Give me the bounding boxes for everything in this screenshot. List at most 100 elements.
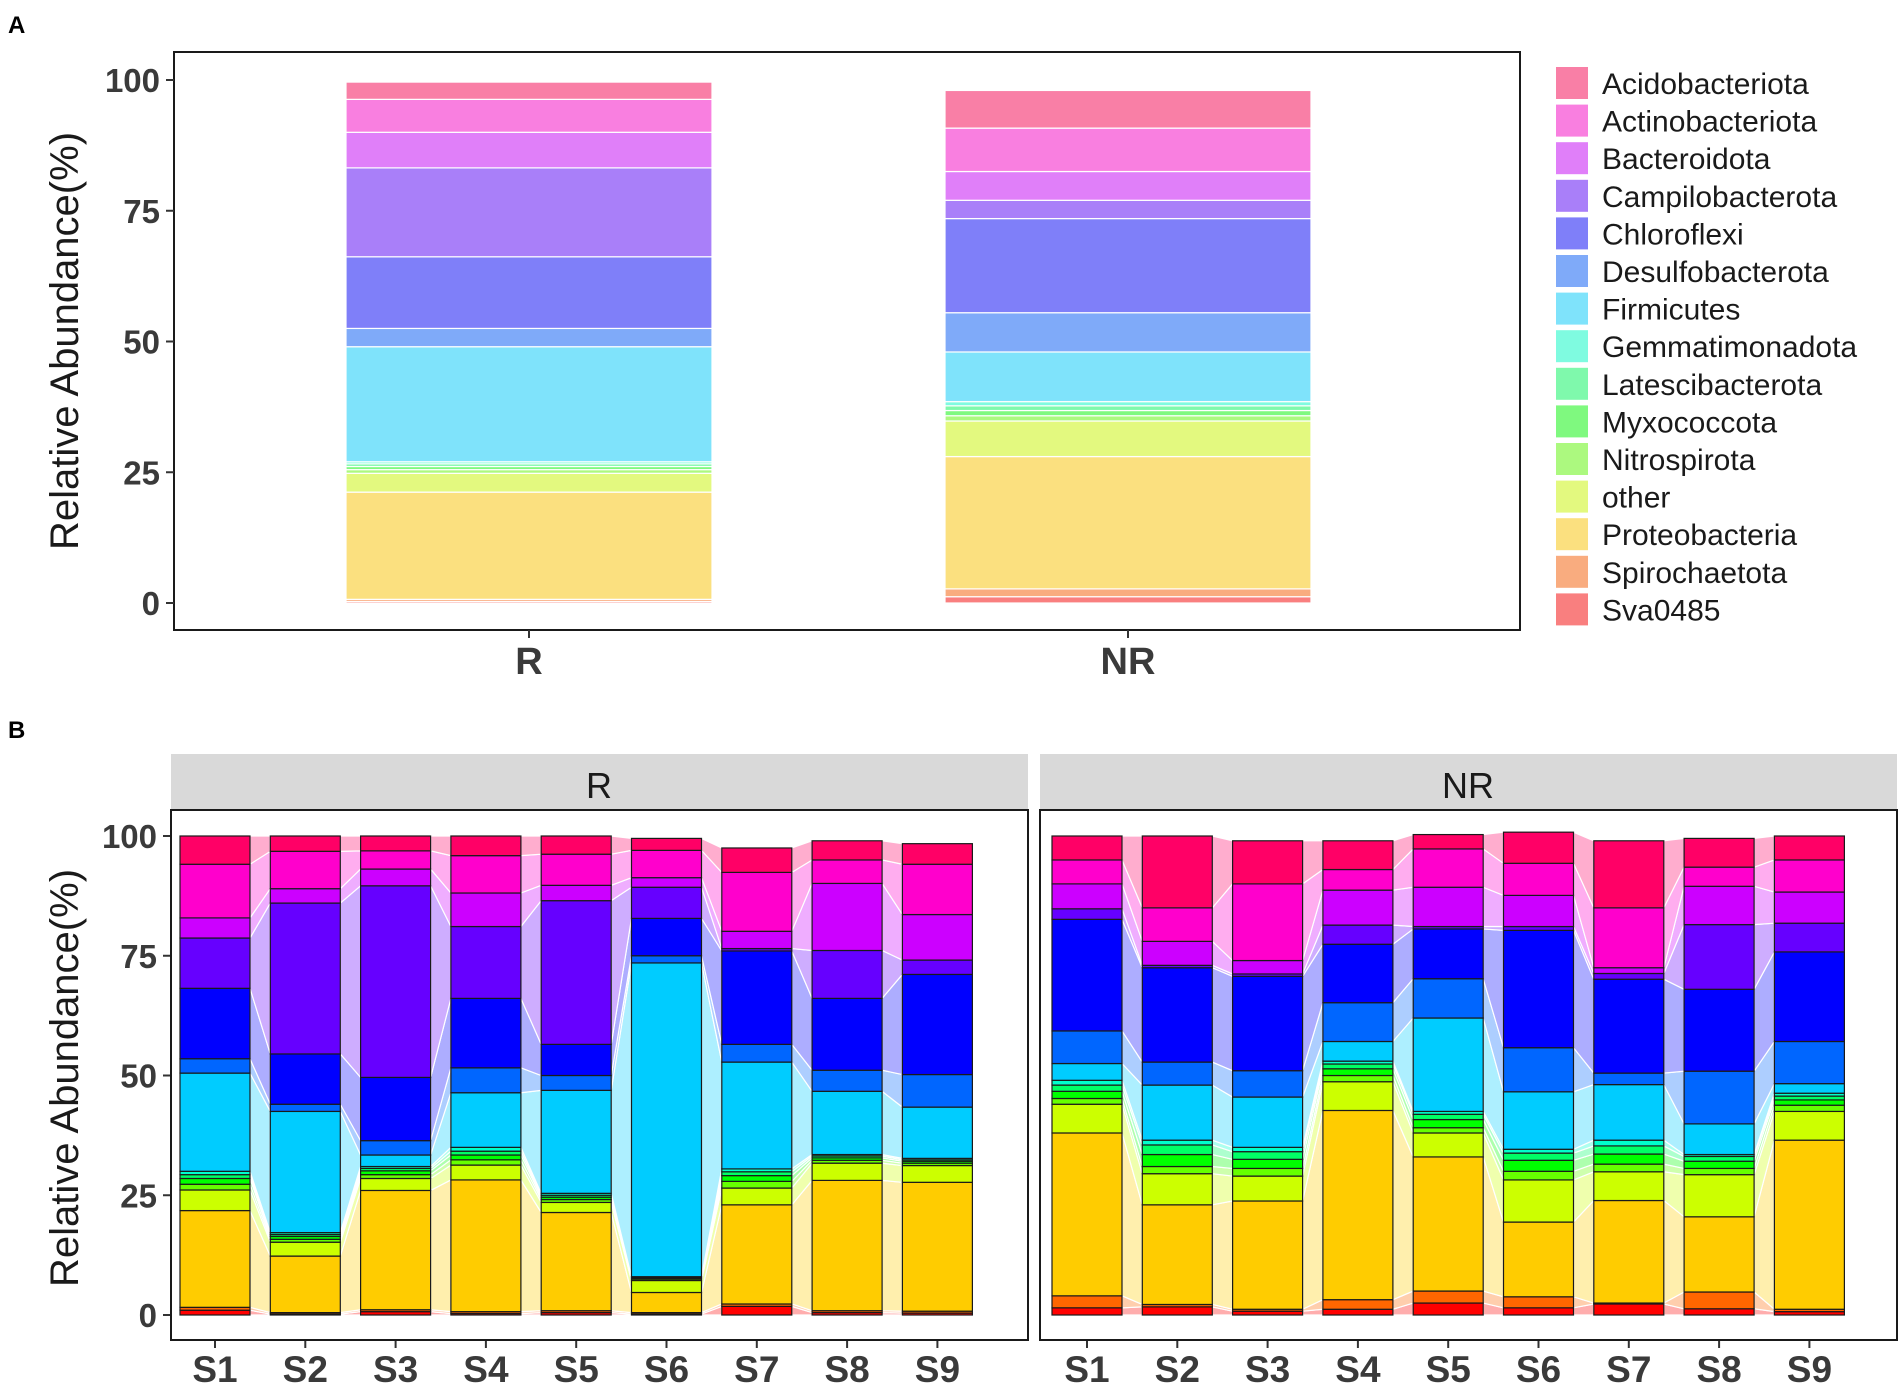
xtick-label-nr-s9: S9 bbox=[1787, 1349, 1832, 1387]
panel-a-label: A bbox=[8, 12, 25, 39]
panel-b: R NR Relative Abundance(%) 0 25 50 75 100 S1… bbox=[43, 754, 1898, 1387]
bar-r-s7-myxococcota bbox=[721, 1175, 793, 1182]
facet-nr: S1 S2 S3 S4 S5 S6 S7 S8 S9 bbox=[1039, 809, 1898, 1387]
bar-nr-s9-other bbox=[1773, 1110, 1846, 1141]
flow-nr-s2-chloroflexi bbox=[1211, 966, 1234, 1072]
bar-r-s4-myxococcota bbox=[450, 1154, 522, 1161]
bar-r-bacteroidota bbox=[345, 131, 713, 169]
bar-nr-s8-other bbox=[1683, 1174, 1755, 1218]
bar-r-s5-chloroflexi bbox=[540, 1043, 612, 1077]
bar-r-firmicutes bbox=[345, 346, 713, 463]
legend-swatch-actinobacteriota bbox=[1556, 104, 1588, 137]
bar-nr-s1-latescibacterota bbox=[1051, 1084, 1123, 1092]
bar-r-s7-firmicutes bbox=[721, 1061, 793, 1170]
xtick-label-r-s5: S5 bbox=[554, 1349, 599, 1387]
legend-swatch-proteobacteria bbox=[1556, 518, 1588, 551]
legend-label-nitrospirota: Nitrospirota bbox=[1602, 444, 1756, 477]
bar-nr-s7-nitrospirota bbox=[1593, 1163, 1665, 1173]
bar-nr-s4-chloroflexi bbox=[1322, 943, 1394, 1004]
legend-label-campilobacterota: Campilobacterota bbox=[1602, 181, 1837, 214]
bar-r-s6-actinobacteriota bbox=[630, 849, 703, 879]
facet-r-border bbox=[170, 809, 1029, 1341]
bar-nr-s6-spirochaetota bbox=[1502, 1296, 1575, 1309]
legend-label-firmicutes: Firmicutes bbox=[1602, 294, 1740, 327]
bar-r-s2-proteobacteria bbox=[269, 1255, 341, 1314]
bar-nr-s8-nitrospirota bbox=[1683, 1167, 1755, 1176]
bar-r-s3-firmicutes bbox=[360, 1154, 432, 1168]
legend-label-spirochaetota: Spirochaetota bbox=[1602, 557, 1787, 590]
bar-nr-s1-actinobacteriota bbox=[1051, 859, 1123, 885]
bar-r-s7-actinobacteriota bbox=[721, 871, 793, 932]
flow-r-s5-acidobacteriota bbox=[610, 835, 633, 855]
bar-r-s6-other bbox=[630, 1279, 703, 1294]
bar-r-s6-chloroflexi bbox=[630, 917, 703, 957]
legend-swatch-desulfobacterota bbox=[1556, 255, 1588, 287]
bar-r-s4-other bbox=[450, 1164, 522, 1181]
bar-nr-acidobacteriota bbox=[944, 89, 1312, 129]
flow-r-s3-proteobacteria bbox=[430, 1178, 452, 1313]
bar-r-s6-campilobacterota bbox=[630, 886, 703, 919]
bar-nr-s8-spirochaetota bbox=[1683, 1291, 1755, 1310]
panel-a-xtick-label-nr: NR bbox=[1101, 641, 1156, 683]
bar-r-s9-acidobacteriota bbox=[901, 843, 974, 865]
bar-nr-s6-desulfobacterota bbox=[1502, 1047, 1575, 1093]
bar-nr-s8-campilobacterota bbox=[1683, 924, 1755, 990]
bar-nr-actinobacteriota bbox=[944, 127, 1312, 173]
bar-nr-s1-nitrospirota bbox=[1051, 1097, 1123, 1105]
bar-r-s4-actinobacteriota bbox=[450, 855, 522, 894]
bar-nr-s3-bacteroidota bbox=[1231, 959, 1304, 975]
legend-swatch-campilobacterota bbox=[1556, 179, 1588, 212]
bar-nr-s7-other bbox=[1593, 1171, 1665, 1202]
bar-r-s9-bacteroidota bbox=[901, 913, 974, 961]
bar-nr-s8-bacteroidota bbox=[1683, 885, 1755, 926]
bar-nr-s1-firmicutes bbox=[1051, 1062, 1123, 1081]
bar-nr-s9-myxococcota bbox=[1773, 1099, 1846, 1106]
bar-r-s8-bacteroidota bbox=[811, 882, 883, 952]
panel-b-ylabel: Relative Abundance(%) bbox=[43, 869, 87, 1287]
bar-nr-s5-myxococcota bbox=[1412, 1118, 1484, 1129]
xtick-label-r-s7: S7 bbox=[734, 1349, 779, 1387]
bar-r-s9-firmicutes bbox=[901, 1106, 974, 1159]
bar-r-s3-proteobacteria bbox=[360, 1189, 432, 1311]
bar-nr-myxococcota bbox=[944, 409, 1312, 417]
bar-nr-s4-proteobacteria bbox=[1322, 1109, 1394, 1301]
bar-r-s8-other bbox=[811, 1162, 883, 1182]
bar-r-s4-desulfobacterota bbox=[450, 1067, 522, 1094]
bar-r-s2-chloroflexi bbox=[269, 1053, 341, 1105]
bar-nr-s8-acidobacteriota bbox=[1683, 837, 1755, 868]
bar-r-s1-sva0485 bbox=[179, 1309, 251, 1316]
facet-strip-nr-label: NR bbox=[1442, 765, 1494, 806]
bar-nr-s8-myxococcota bbox=[1683, 1160, 1755, 1170]
bar-nr-s1-acidobacteriota bbox=[1051, 835, 1123, 861]
bar-nr-s4-nitrospirota bbox=[1322, 1074, 1394, 1083]
bar-nr-s4-actinobacteriota bbox=[1322, 868, 1394, 891]
panel-a-ytick-label: 50 bbox=[123, 324, 160, 361]
bar-nr-s6-bacteroidota bbox=[1502, 894, 1575, 928]
bar-nr-s2-myxococcota bbox=[1141, 1153, 1213, 1168]
bar-r-s1-bacteroidota bbox=[179, 917, 251, 939]
bar-r-other bbox=[345, 472, 713, 493]
bar-r-s1-acidobacteriota bbox=[179, 835, 251, 865]
bar-nr-chloroflexi bbox=[944, 217, 1312, 314]
bar-r-s4-proteobacteria bbox=[450, 1179, 522, 1313]
bar-r-s2-acidobacteriota bbox=[269, 835, 341, 852]
bar-nr-s2-latescibacterota bbox=[1141, 1144, 1213, 1156]
bar-nr-s2-chloroflexi bbox=[1141, 967, 1213, 1063]
flow-r-s8-acidobacteriota bbox=[881, 840, 904, 866]
bar-nr-s6-myxococcota bbox=[1502, 1159, 1575, 1172]
bar-nr-gemmatimonadota bbox=[944, 401, 1312, 407]
legend-label-latescibacterota: Latescibacterota bbox=[1602, 369, 1822, 402]
flow-r-s8-proteobacteria bbox=[881, 1179, 904, 1312]
bar-r-s8-chloroflexi bbox=[811, 997, 883, 1071]
bar-r-s7-sva0485 bbox=[721, 1305, 793, 1316]
xtick-label-r-s8: S8 bbox=[824, 1349, 869, 1387]
flow-nr-s8-bacteroidota bbox=[1753, 885, 1776, 926]
flow-nr-s6-firmicutes bbox=[1572, 1083, 1595, 1151]
bar-nr-s3-acidobacteriota bbox=[1231, 840, 1304, 885]
panel-a-ylabel: Relative Abundance(%) bbox=[43, 132, 87, 550]
bar-r-s1-desulfobacterota bbox=[179, 1058, 251, 1074]
flow-nr-s2-other bbox=[1211, 1173, 1234, 1206]
bar-r-s2-desulfobacterota bbox=[269, 1103, 341, 1113]
legend-swatch-firmicutes bbox=[1556, 292, 1588, 325]
bar-r-s5-firmicutes bbox=[540, 1089, 612, 1194]
